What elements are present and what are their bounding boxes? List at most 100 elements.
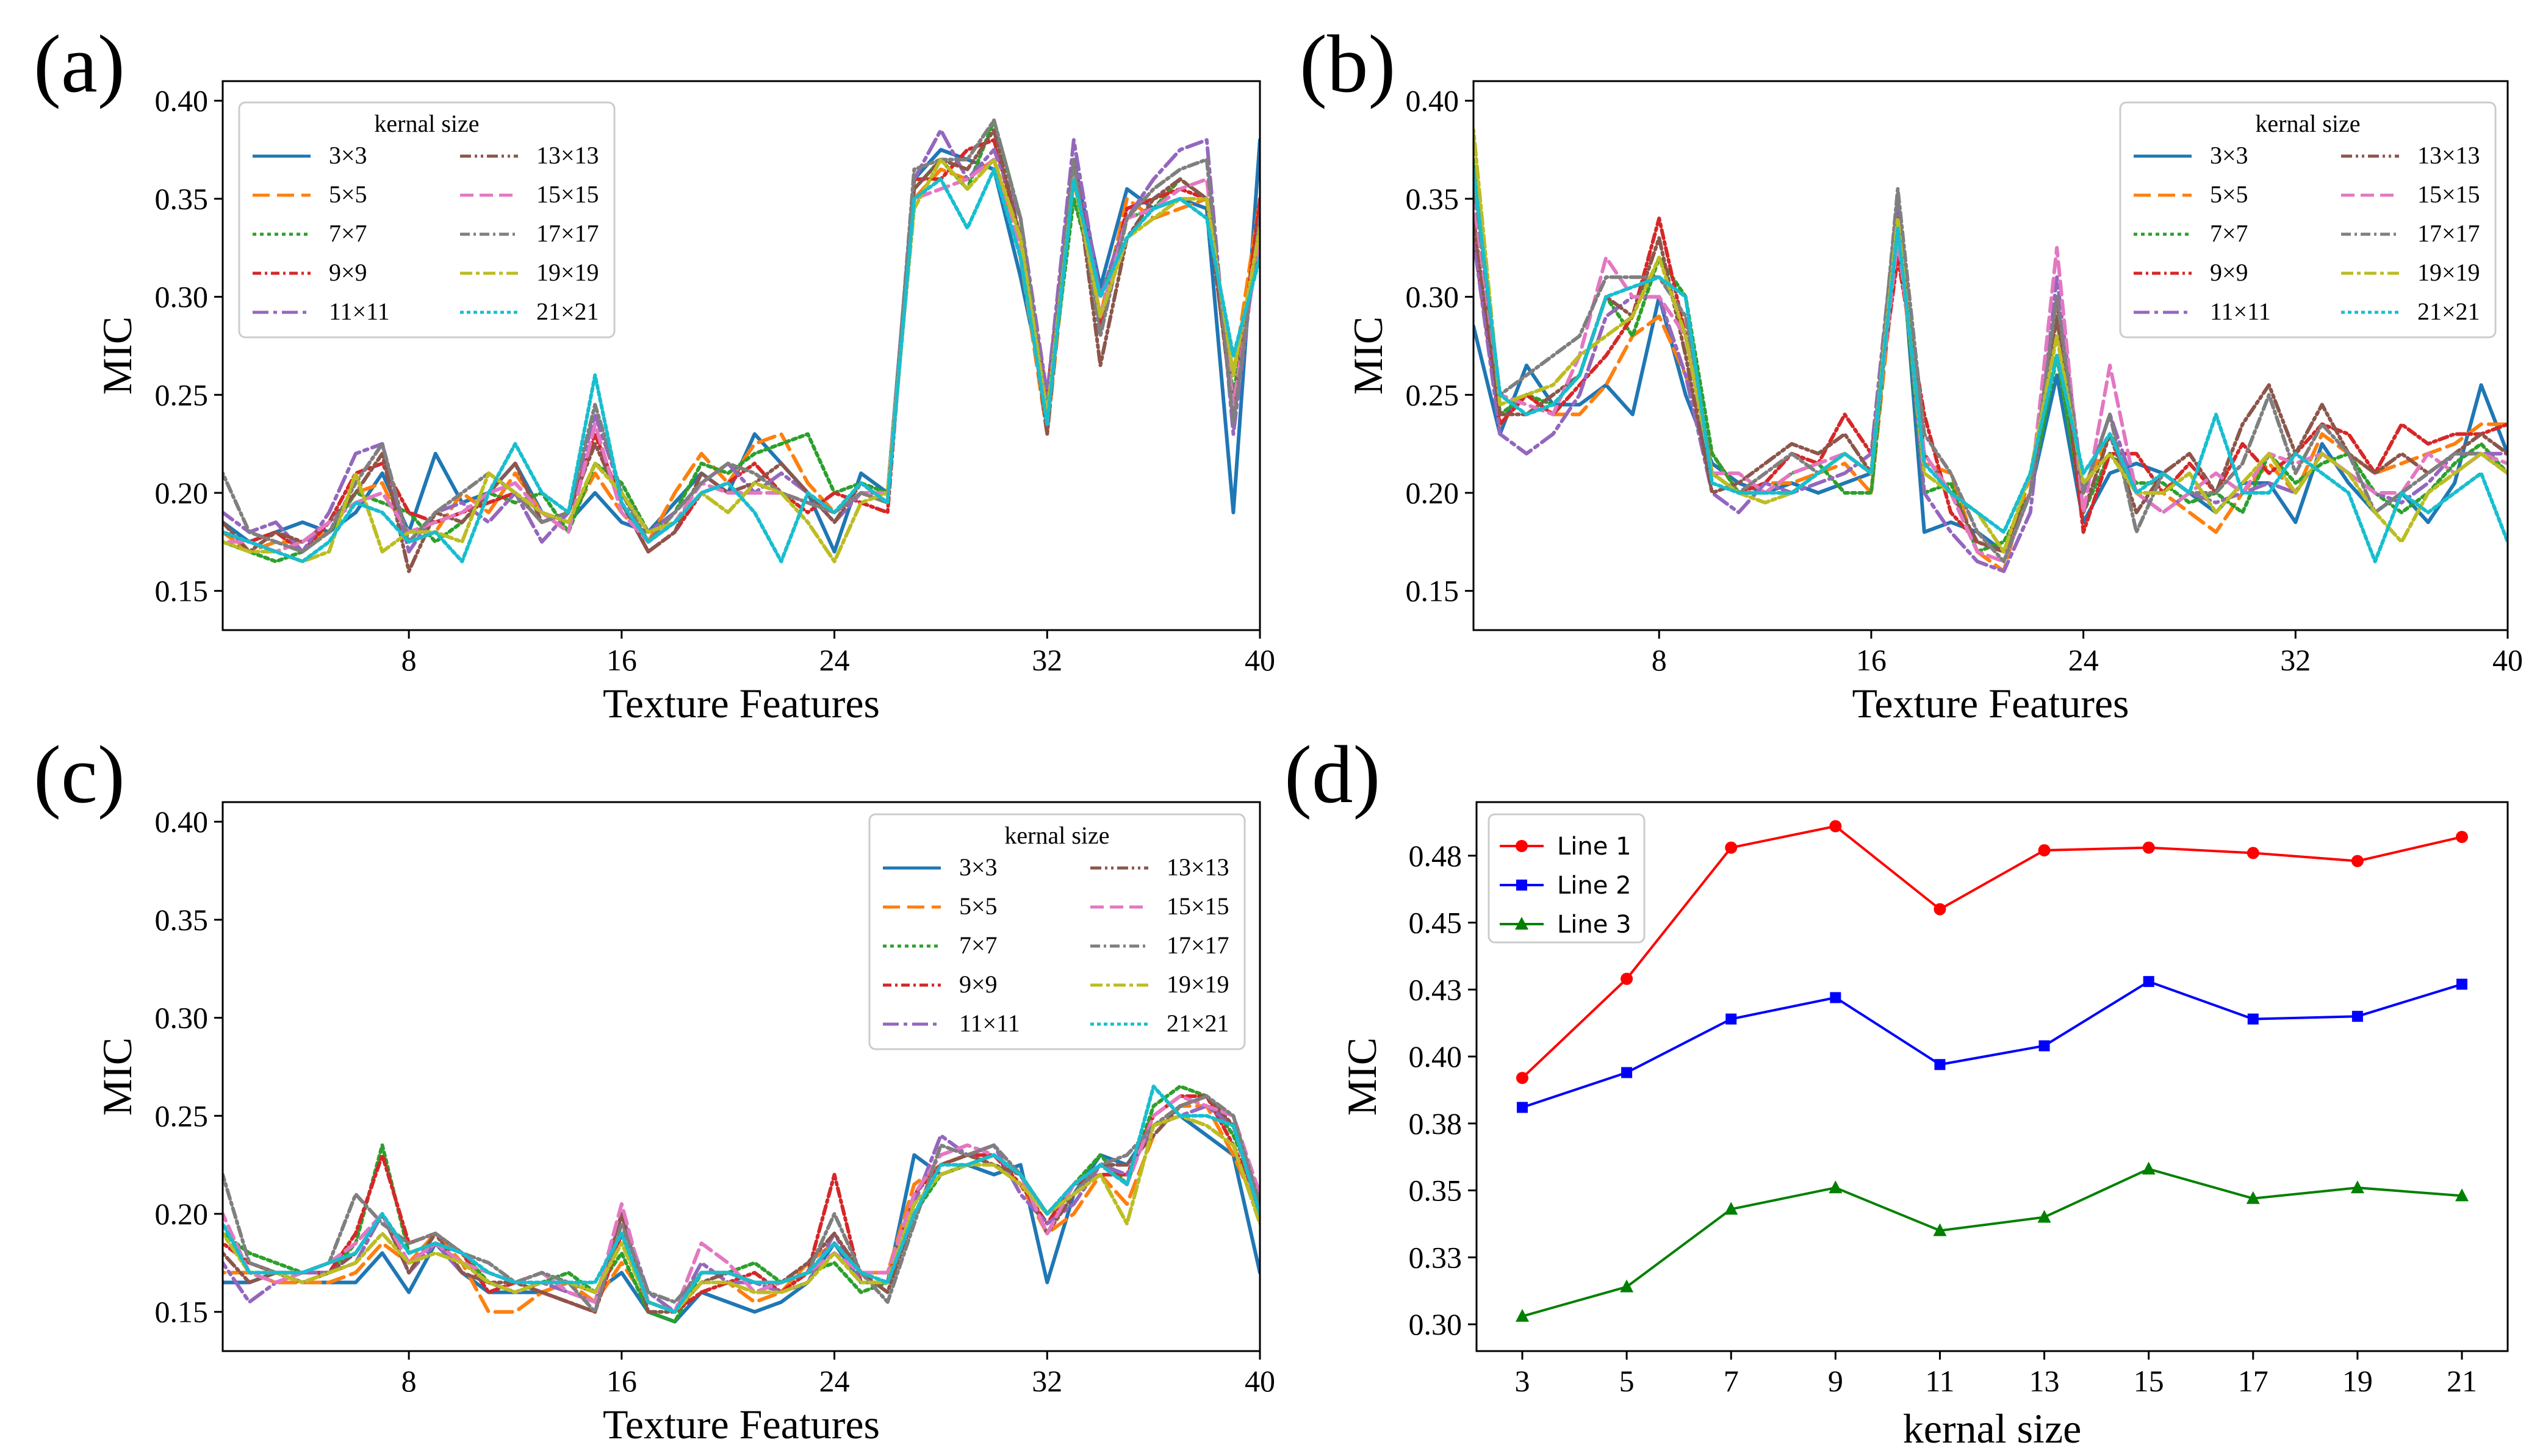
legend-entry-2: 5×5 xyxy=(959,892,998,920)
data-point xyxy=(1620,1279,1634,1293)
series-line-10 xyxy=(223,167,1260,564)
legend-entry-3: Line 3 xyxy=(1557,911,1632,939)
legend-marker-1 xyxy=(1516,840,1528,852)
series-line-1 xyxy=(223,1114,1260,1324)
legend-entry-9: 19×19 xyxy=(2417,259,2480,286)
y-axis-label: MIC xyxy=(1339,1038,1385,1116)
y-tick-label: 0.15 xyxy=(1406,574,1459,608)
x-tick-label: 13 xyxy=(2029,1364,2060,1398)
x-tick-label: 40 xyxy=(1245,643,1275,677)
data-point xyxy=(1725,1013,1737,1025)
series-line-5 xyxy=(223,1104,1260,1314)
x-tick-label: 40 xyxy=(2492,643,2523,677)
legend-entry-2: Line 2 xyxy=(1557,872,1632,900)
legend-marker-3 xyxy=(1515,917,1528,930)
plot-frame xyxy=(1472,80,2509,631)
x-tick-label: 15 xyxy=(2134,1364,2164,1398)
y-tick-label: 0.40 xyxy=(1406,84,1459,118)
legend-box xyxy=(868,813,1246,1050)
panel-a-label: (a) xyxy=(34,19,125,110)
y-tick-label: 0.48 xyxy=(1409,839,1462,873)
plot-frame xyxy=(221,80,1261,631)
legend-entry-4: 9×9 xyxy=(2210,259,2248,286)
x-tick-label: 8 xyxy=(1652,643,1667,677)
data-point xyxy=(1516,1308,1529,1322)
y-tick-label: 0.45 xyxy=(1409,906,1462,940)
legend-box xyxy=(2119,101,2497,339)
y-tick-label: 0.15 xyxy=(155,574,209,608)
x-tick-label: 19 xyxy=(2342,1364,2373,1398)
data-point xyxy=(1829,1180,1843,1194)
legend-entry-3: 7×7 xyxy=(329,220,367,247)
series-line-5 xyxy=(1473,196,2508,573)
data-point xyxy=(2142,841,2155,854)
legend-entry-1: Line 1 xyxy=(1557,833,1632,861)
x-tick-label: 40 xyxy=(1245,1364,1275,1398)
x-tick-label: 3 xyxy=(1515,1364,1530,1398)
y-axis-label: MIC xyxy=(94,317,140,395)
data-point xyxy=(1934,903,1946,916)
legend-entry-10: 21×21 xyxy=(1167,1010,1229,1037)
legend-marker-2 xyxy=(1516,880,1527,891)
x-tick-label: 5 xyxy=(1619,1364,1635,1398)
y-tick-label: 0.33 xyxy=(1409,1240,1462,1274)
series-line-10 xyxy=(1473,167,2508,564)
legend-entry-7: 15×15 xyxy=(2417,181,2480,208)
legend-title: kernal size xyxy=(2255,110,2360,137)
legend-entry-9: 19×19 xyxy=(536,259,599,286)
panel-b-chart: 0.15 0.20 0.25 0.30 0.35 0.40 8 16 24 32 40 Texture… xyxy=(1345,80,2523,726)
y-tick-label: 0.40 xyxy=(155,805,209,839)
y-tick-label: 0.20 xyxy=(155,476,209,510)
legend-title: kernal size xyxy=(1004,822,1109,849)
legend-entry-10: 21×21 xyxy=(536,298,599,325)
panel-d-label: (d) xyxy=(1284,730,1380,820)
x-tick-label: 32 xyxy=(1032,1364,1062,1398)
x-tick-label: 21 xyxy=(2447,1364,2477,1398)
legend-entry-6: 13×13 xyxy=(1167,853,1229,881)
y-tick-label: 0.40 xyxy=(1409,1039,1462,1074)
y-tick-label: 0.25 xyxy=(155,1099,209,1133)
data-point xyxy=(2350,1180,2364,1194)
y-tick-label: 0.35 xyxy=(1409,1174,1462,1208)
x-tick-label: 24 xyxy=(819,1364,850,1398)
legend-entry-5: 11×11 xyxy=(959,1010,1020,1037)
legend-entry-9: 19×19 xyxy=(1167,970,1229,998)
x-tick-label: 16 xyxy=(1856,643,1887,677)
legend-box xyxy=(238,101,616,339)
panel-a-chart: 0.15 0.20 0.25 0.30 0.35 0.40 8 16 24 32 40 Texture… xyxy=(94,80,1275,726)
panel-c-chart: 0.15 0.20 0.25 0.30 0.35 0.40 8 16 24 32 40 Texture… xyxy=(94,801,1275,1447)
legend-entry-3: 7×7 xyxy=(959,931,998,959)
data-point xyxy=(1621,972,1633,985)
legend-entry-7: 15×15 xyxy=(1167,892,1229,920)
data-point xyxy=(2038,1040,2050,1052)
x-tick-label: 11 xyxy=(1925,1364,1954,1398)
legend-entry-5: 11×11 xyxy=(2210,298,2271,325)
y-tick-label: 0.30 xyxy=(155,280,209,314)
legend-entry-1: 3×3 xyxy=(329,142,367,169)
y-tick-label: 0.25 xyxy=(155,378,209,412)
data-point xyxy=(2038,844,2051,857)
y-tick-label: 0.30 xyxy=(155,1001,209,1035)
y-tick-label: 0.30 xyxy=(1409,1307,1462,1341)
x-axis-label: Texture Features xyxy=(603,680,880,726)
legend-entry-8: 17×17 xyxy=(2417,220,2480,247)
x-tick-label: 17 xyxy=(2238,1364,2268,1398)
x-axis-label: Texture Features xyxy=(603,1401,880,1447)
data-point xyxy=(2351,1011,2363,1022)
x-tick-label: 9 xyxy=(1828,1364,1843,1398)
x-tick-label: 24 xyxy=(819,643,850,677)
legend-entry-1: 3×3 xyxy=(959,853,998,881)
data-point xyxy=(2143,976,2154,988)
legend-title: kernal size xyxy=(374,110,479,137)
series-line-8 xyxy=(1473,177,2508,564)
data-point xyxy=(1516,1072,1528,1085)
x-tick-label: 16 xyxy=(606,643,637,677)
legend-entry-5: 11×11 xyxy=(329,298,390,325)
legend-entry-7: 15×15 xyxy=(536,181,599,208)
y-axis-label: MIC xyxy=(94,1038,140,1116)
legend-entry-2: 5×5 xyxy=(2210,181,2248,208)
y-tick-label: 0.35 xyxy=(155,182,209,216)
data-point xyxy=(1725,841,1738,854)
data-point xyxy=(2246,1191,2260,1204)
series-line-6 xyxy=(1473,217,2508,554)
